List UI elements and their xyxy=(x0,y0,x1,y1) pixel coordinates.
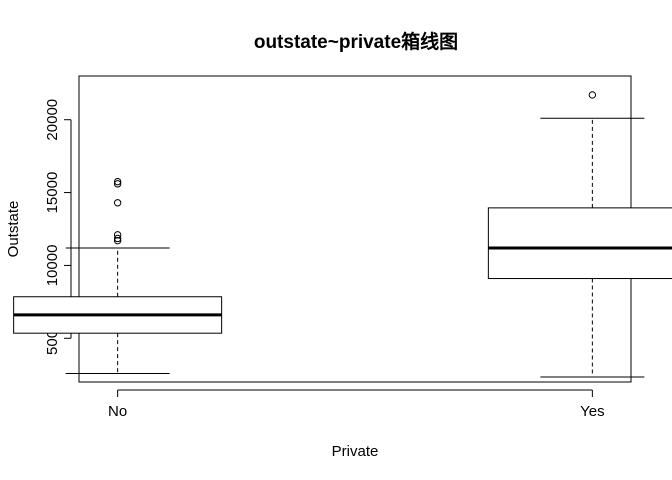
outlier-point xyxy=(113,236,122,245)
x-axis-label: Private xyxy=(332,443,379,460)
boxes-group xyxy=(13,91,672,378)
box-no xyxy=(13,177,223,375)
outlier-point xyxy=(113,180,122,188)
iqr-box xyxy=(487,207,672,280)
outlier-point xyxy=(588,91,597,99)
y-tick-label: 20000 xyxy=(44,99,61,141)
y-tick-label: 10000 xyxy=(44,245,61,287)
y-axis-label: Outstate xyxy=(5,201,22,258)
outlier-point xyxy=(113,177,122,186)
y-tick-label: 15000 xyxy=(44,172,61,214)
outlier-point xyxy=(113,234,122,243)
outlier-point xyxy=(113,231,122,239)
x-tick-label: Yes xyxy=(580,403,604,420)
x-axis: No Yes xyxy=(108,389,605,420)
chart-title: outstate~private箱线图 xyxy=(254,30,458,53)
box-yes xyxy=(487,91,672,378)
outlier-point xyxy=(113,199,122,207)
x-tick-label: No xyxy=(108,403,127,420)
